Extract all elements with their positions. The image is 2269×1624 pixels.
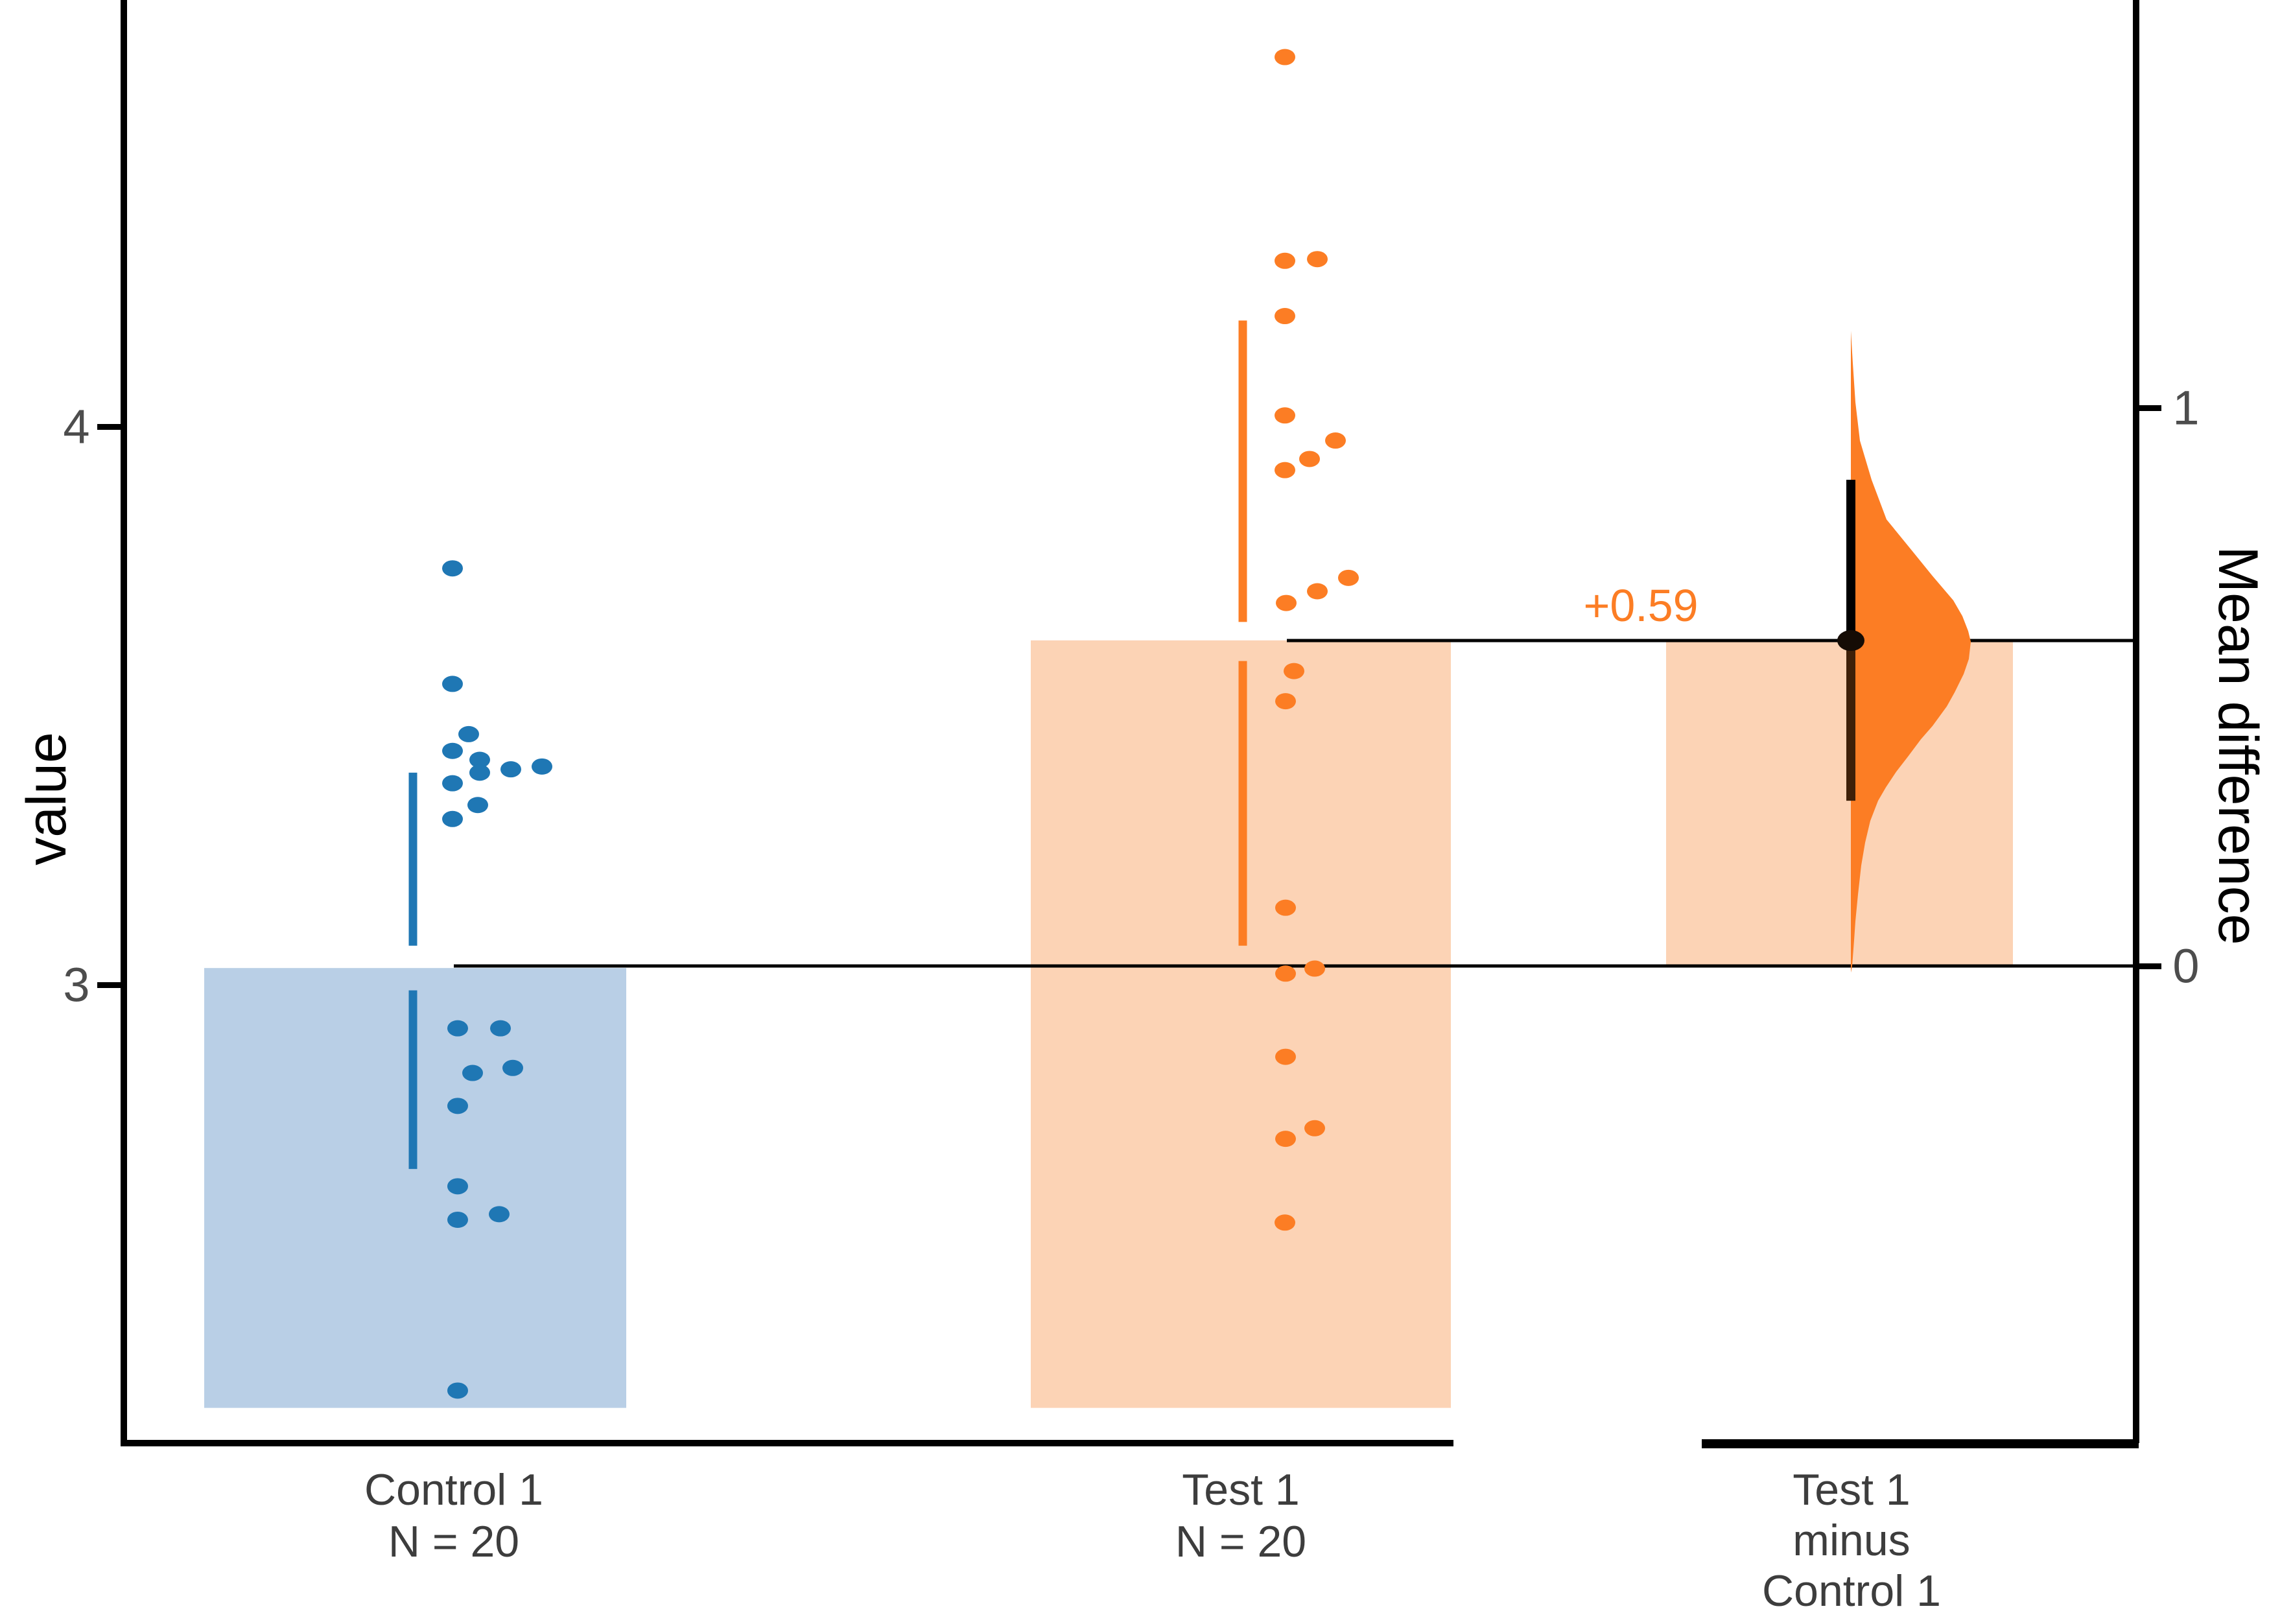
left-tick-3 [97, 982, 121, 988]
control-dot [462, 1065, 483, 1081]
difference-axis-label-line3: Control 1 [1762, 1566, 1941, 1616]
test-dot [1275, 899, 1296, 916]
test-group-label: Test 1 [1182, 1465, 1299, 1514]
control-dot [447, 1211, 468, 1228]
test-dot [1284, 663, 1304, 679]
test-dot [1275, 1131, 1296, 1147]
test-dot [1307, 251, 1328, 268]
swarm-dots-layer [442, 49, 1359, 1399]
ci-lower-segment [1846, 641, 1855, 801]
reference-lines-layer [454, 639, 2136, 968]
right-y-axis-line [2133, 0, 2139, 1443]
difference-axis-label-line1: Test 1 [1793, 1465, 1910, 1514]
control-dot [467, 797, 488, 814]
difference-axis-label-line2: minus [1793, 1516, 1910, 1565]
control-dot [490, 1020, 511, 1037]
test-dot [1307, 583, 1328, 600]
zero-difference-line [454, 964, 2136, 968]
test-dot [1275, 1048, 1296, 1065]
test-dot [1275, 407, 1295, 424]
test-dot [1304, 960, 1325, 977]
control-dot [442, 775, 463, 792]
left-tick-label-3: 3 [63, 958, 89, 1012]
test-dot [1325, 432, 1346, 449]
control-dot [442, 810, 463, 827]
left-tick-label-4: 4 [63, 400, 89, 454]
control-dot [447, 1382, 468, 1399]
right-axis-title: Mean difference [2207, 546, 2269, 945]
test-sd-line-lower [1238, 661, 1247, 946]
confidence-interval-layer [1837, 480, 1864, 801]
test-group-n-label: N = 20 [1175, 1517, 1306, 1566]
control-dot [447, 1098, 468, 1114]
mean-difference-line [1287, 639, 2136, 642]
test-dot [1276, 594, 1297, 611]
test-dot [1275, 252, 1295, 269]
difference-bar [1666, 641, 2013, 966]
control-dot [442, 560, 463, 577]
control-dot [502, 1059, 523, 1076]
control-dot [469, 764, 490, 781]
right-tick-label-1: 1 [2172, 381, 2199, 435]
control-group-n-label: N = 20 [388, 1517, 519, 1566]
test-dot [1338, 569, 1359, 586]
control-dot [500, 761, 521, 778]
test-dot [1275, 308, 1295, 325]
bootstrap-distribution-violin [1851, 331, 1971, 973]
effect-size-dot [1837, 630, 1864, 652]
test-dot [1275, 1214, 1295, 1231]
left-y-axis-line [121, 0, 127, 1446]
test-dot [1275, 693, 1296, 710]
gapped-sd-lines-layer [408, 320, 1247, 1170]
right-tick-label-0: 0 [2172, 939, 2199, 993]
control-dot [469, 751, 490, 768]
control-dot [442, 676, 463, 692]
right-tick-1 [2139, 405, 2161, 411]
control-dot [532, 758, 552, 775]
test-dot [1275, 462, 1295, 478]
difference-x-axis-line [1702, 1439, 2139, 1448]
test-dot [1304, 1120, 1325, 1136]
test-sd-line-upper [1238, 320, 1247, 622]
control-sd-line-lower [408, 990, 417, 1170]
right-tick-0 [2139, 963, 2161, 969]
control-dot [447, 1020, 468, 1037]
test-dot [1275, 49, 1295, 65]
control-dot [447, 1178, 468, 1195]
bootstrap-violin-layer [1851, 331, 1971, 973]
mean-difference-value-label: +0.59 [1583, 580, 1698, 631]
control-dot [458, 725, 479, 742]
control-dot [489, 1206, 510, 1223]
ci-upper-segment [1846, 480, 1855, 641]
left-axis-title: value [16, 732, 78, 865]
test-dot [1275, 965, 1296, 982]
control-sd-line-upper [408, 772, 417, 946]
control-group-label: Control 1 [364, 1465, 543, 1514]
main-x-axis-line [123, 1440, 1453, 1446]
left-tick-4 [97, 424, 121, 430]
control-dot [442, 742, 463, 759]
test-dot [1299, 451, 1320, 467]
